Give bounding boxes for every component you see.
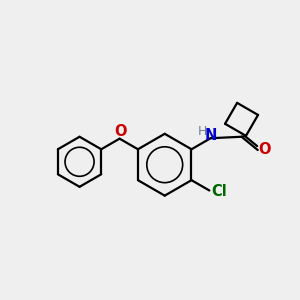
Text: Cl: Cl — [211, 184, 226, 200]
Text: N: N — [205, 128, 217, 143]
Text: H: H — [198, 125, 207, 138]
Text: O: O — [258, 142, 271, 158]
Text: O: O — [114, 124, 126, 139]
